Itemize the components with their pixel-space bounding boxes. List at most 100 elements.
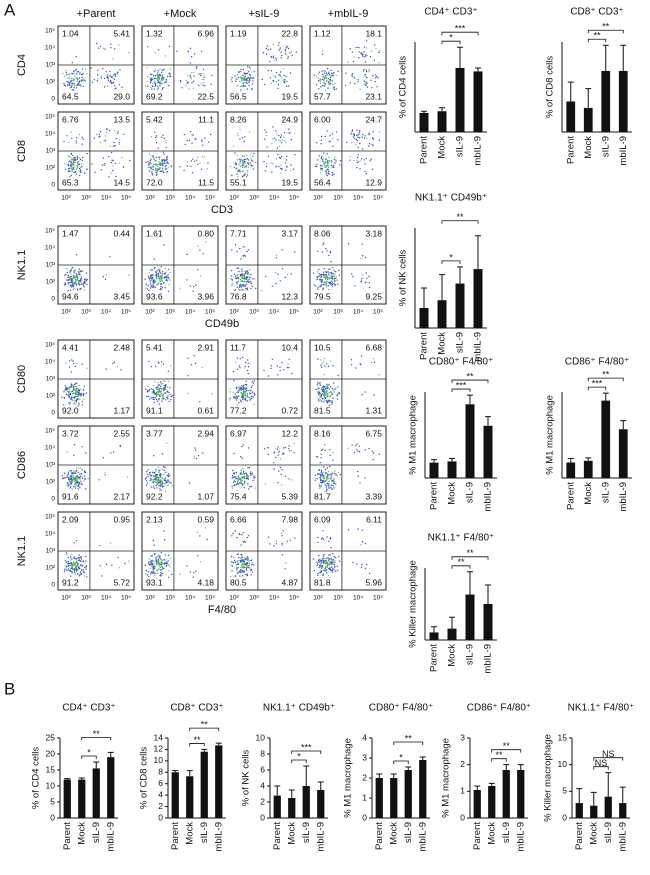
bar <box>376 778 383 818</box>
event-dot <box>158 49 159 50</box>
event-dot <box>153 391 154 392</box>
event-dot <box>72 477 73 478</box>
event-dot <box>153 281 154 282</box>
event-dot <box>248 560 249 561</box>
event-dot <box>327 130 328 131</box>
y-axis-label: % M1 macrophage <box>545 395 556 475</box>
error-bar <box>79 778 85 780</box>
event-dot <box>282 554 283 555</box>
event-dot <box>105 135 106 136</box>
event-dot <box>168 473 169 474</box>
event-dot <box>154 476 155 477</box>
event-dot <box>329 275 330 276</box>
y-tick-label: 8 <box>260 748 265 758</box>
event-dot <box>161 274 162 275</box>
event-dot <box>281 484 282 485</box>
event-dot <box>287 274 288 275</box>
event-dot <box>149 398 150 399</box>
event-dot <box>210 84 211 85</box>
event-dot <box>248 249 249 250</box>
event-dot <box>273 57 274 58</box>
event-dot <box>158 568 159 569</box>
quadrant-percent: 1.19 <box>230 28 247 38</box>
event-dot <box>318 399 319 400</box>
event-dot <box>151 479 152 480</box>
event-dot <box>191 56 192 57</box>
event-dot <box>239 162 240 163</box>
event-dot <box>160 75 161 76</box>
event-dot <box>167 277 168 278</box>
event-dot <box>288 48 289 49</box>
event-dot <box>252 161 253 162</box>
event-dot <box>319 397 320 398</box>
event-dot <box>330 284 331 285</box>
event-dot <box>101 77 102 78</box>
event-dot <box>186 279 187 280</box>
event-dot <box>284 81 285 82</box>
event-dot <box>110 452 111 453</box>
event-dot <box>235 81 236 82</box>
event-dot <box>238 402 239 403</box>
bar <box>419 760 426 818</box>
event-dot <box>246 155 247 156</box>
event-dot <box>359 89 360 90</box>
event-dot <box>210 134 211 135</box>
bar <box>605 797 612 818</box>
event-dot <box>158 283 159 284</box>
event-dot <box>71 268 72 269</box>
y-tick-label: 0 <box>51 96 55 103</box>
x-tick-label: 10² <box>145 309 155 316</box>
event-dot <box>163 395 164 396</box>
event-dot <box>327 387 328 388</box>
y-axis-label: CD86 <box>16 451 28 479</box>
event-dot <box>335 557 336 558</box>
event-dot <box>150 74 151 75</box>
event-dot <box>76 137 77 138</box>
event-dot <box>66 394 67 395</box>
event-dot <box>332 572 333 573</box>
event-dot <box>236 174 237 175</box>
event-dot <box>123 134 124 135</box>
event-dot <box>79 554 80 555</box>
significance-label: ** <box>201 720 209 730</box>
event-dot <box>369 573 370 574</box>
event-dot <box>245 385 246 386</box>
quadrant-percent: 0.95 <box>113 514 130 524</box>
event-dot <box>332 282 333 283</box>
event-dot <box>158 384 159 385</box>
event-dot <box>200 275 201 276</box>
event-dot <box>68 397 69 398</box>
event-dot <box>361 136 362 137</box>
event-dot <box>151 79 152 80</box>
event-dot <box>161 162 162 163</box>
event-dot <box>169 401 170 402</box>
event-dot <box>246 276 247 277</box>
event-dot <box>337 570 338 571</box>
quadrant-percent: 4.18 <box>197 577 214 587</box>
event-dot <box>360 363 361 364</box>
event-dot <box>70 273 71 274</box>
event-dot <box>164 563 165 564</box>
error-bar <box>376 774 382 778</box>
event-dot <box>67 275 68 276</box>
event-dot <box>322 74 323 75</box>
event-dot <box>273 462 274 463</box>
event-dot <box>250 77 251 78</box>
event-dot <box>280 75 281 76</box>
event-dot <box>351 142 352 143</box>
chart-title: NK1.1⁺ CD49b⁺ <box>263 703 335 714</box>
event-dot <box>161 278 162 279</box>
event-dot <box>320 359 321 360</box>
bar <box>288 798 295 818</box>
quadrant-percent: 3.96 <box>197 291 214 301</box>
event-dot <box>76 71 77 72</box>
quadrant-percent: 6.68 <box>365 342 382 352</box>
chart-title: CD86⁺ F4/80⁺ <box>565 357 629 368</box>
y-tick-label: 8 <box>158 767 163 777</box>
event-dot <box>73 164 74 165</box>
event-dot <box>202 144 203 145</box>
event-dot <box>281 249 282 250</box>
event-dot <box>327 572 328 573</box>
event-dot <box>171 396 172 397</box>
event-dot <box>78 392 79 393</box>
